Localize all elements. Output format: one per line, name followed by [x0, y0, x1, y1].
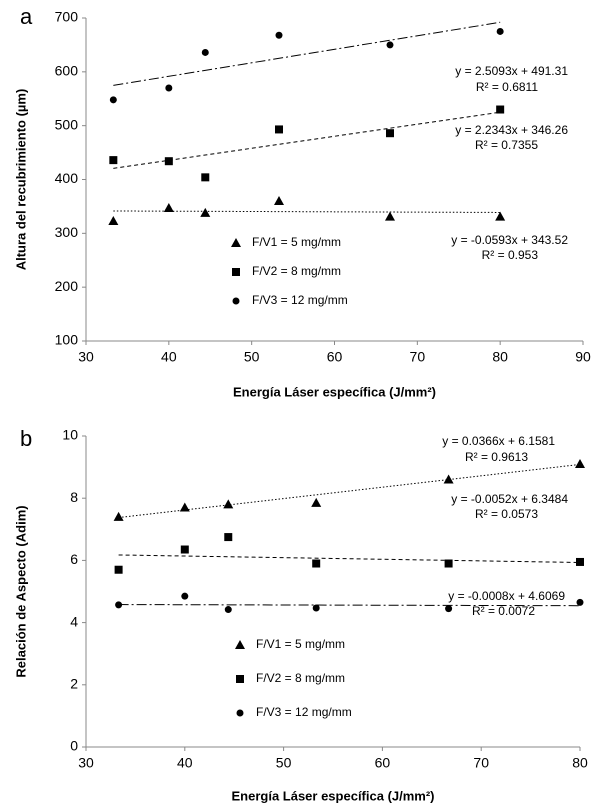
- y-tick-label: 4: [70, 613, 78, 629]
- x-tick-label: 30: [78, 755, 94, 771]
- x-tick-label: 90: [575, 349, 591, 365]
- data-point: [275, 31, 283, 39]
- legend-marker: [235, 640, 245, 649]
- data-point: [312, 604, 320, 612]
- data-point: [200, 207, 211, 217]
- data-point: [224, 533, 233, 542]
- x-tick-label: 70: [410, 349, 426, 365]
- data-point: [181, 592, 189, 600]
- legend-label: F/V1 = 5 mg/mm: [256, 637, 345, 651]
- legend-label: F/V3 = 12 mg/mm: [256, 705, 352, 719]
- x-tick-label: 60: [327, 349, 343, 365]
- trendline: [113, 210, 501, 213]
- y-tick-label: 100: [55, 332, 79, 348]
- y-tick-label: 300: [55, 224, 79, 240]
- data-point: [109, 96, 117, 104]
- data-point: [384, 211, 395, 221]
- x-axis-title: Energía Láser específica (J/mm²): [231, 788, 434, 803]
- legend-label: F/V1 = 5 mg/mm: [252, 235, 341, 249]
- data-point: [164, 157, 173, 166]
- trend-equation: y = 2.2343x + 346.26: [455, 123, 568, 137]
- trendline: [113, 111, 501, 169]
- trend-r-squared: R² = 0.953: [482, 248, 539, 262]
- data-point: [109, 156, 118, 165]
- panel-label: b: [20, 426, 32, 451]
- y-tick-label: 8: [70, 489, 78, 505]
- data-point: [275, 125, 284, 134]
- trend-equation: y = 0.0366x + 6.1581: [442, 434, 555, 448]
- y-axis-title: Altura del recubrimiento (µm): [13, 89, 28, 271]
- data-point: [224, 606, 232, 614]
- legend-marker: [236, 709, 244, 717]
- data-point: [386, 41, 394, 49]
- trendline: [113, 21, 501, 86]
- y-tick-label: 6: [70, 551, 78, 567]
- x-axis-title: Energía Láser específica (J/mm²): [233, 384, 436, 399]
- data-point: [108, 215, 119, 225]
- trend-equation: y = -0.0052x + 6.3484: [451, 492, 568, 506]
- x-tick-label: 40: [161, 349, 177, 365]
- y-tick-label: 600: [55, 63, 79, 79]
- data-point: [115, 601, 123, 609]
- x-tick-label: 50: [276, 755, 292, 771]
- data-point: [113, 511, 124, 521]
- legend-label: F/V2 = 8 mg/mm: [252, 264, 341, 278]
- data-point: [496, 27, 504, 35]
- legend-label: F/V2 = 8 mg/mm: [256, 671, 345, 685]
- data-point: [312, 559, 321, 568]
- trend-r-squared: R² = 0.7355: [475, 138, 538, 152]
- data-point: [385, 129, 394, 138]
- trend-r-squared: R² = 0.0072: [472, 604, 535, 618]
- x-tick-label: 70: [473, 755, 489, 771]
- x-tick-label: 30: [78, 349, 94, 365]
- data-point: [180, 545, 189, 554]
- x-tick-label: 60: [375, 755, 391, 771]
- x-tick-label: 50: [244, 349, 260, 365]
- y-tick-label: 700: [55, 9, 79, 25]
- y-tick-label: 0: [70, 738, 78, 754]
- data-point: [445, 605, 453, 613]
- x-tick-label: 80: [572, 755, 588, 771]
- y-tick-label: 500: [55, 116, 79, 132]
- trendline: [118, 604, 581, 607]
- data-point: [114, 565, 123, 574]
- trend-r-squared: R² = 0.6811: [476, 80, 538, 94]
- data-point: [575, 458, 585, 468]
- y-axis-title: Relación de Aspecto (Adim): [13, 505, 28, 677]
- data-point: [165, 84, 173, 92]
- trendline: [118, 554, 581, 564]
- y-tick-label: 400: [55, 170, 79, 186]
- trend-equation: y = 2.5093x + 491.31: [455, 64, 568, 78]
- data-point: [576, 557, 584, 566]
- legend-marker: [232, 268, 240, 276]
- y-tick-label: 2: [70, 676, 78, 692]
- legend-marker: [231, 238, 241, 247]
- data-point: [311, 497, 322, 507]
- data-point: [163, 203, 174, 213]
- y-tick-label: 10: [62, 427, 78, 443]
- x-tick-label: 40: [177, 755, 193, 771]
- trend-r-squared: R² = 0.0573: [475, 507, 538, 521]
- trend-equation: y = -0.0008x + 4.6069: [448, 589, 565, 603]
- x-tick-label: 80: [492, 349, 508, 365]
- trendline: [118, 463, 581, 519]
- data-point: [444, 559, 453, 568]
- trend-r-squared: R² = 0.9613: [465, 450, 528, 464]
- legend-label: F/V3 = 12 mg/mm: [252, 293, 348, 307]
- data-point: [179, 502, 190, 512]
- data-point: [495, 211, 506, 221]
- data-point: [201, 173, 210, 182]
- legend-marker: [236, 675, 244, 683]
- data-point: [576, 598, 584, 606]
- data-point: [201, 48, 209, 56]
- panel-label: a: [20, 4, 33, 29]
- y-tick-label: 200: [55, 278, 79, 294]
- data-point: [443, 474, 454, 484]
- trend-equation: y = -0.0593x + 343.52: [451, 233, 568, 247]
- data-point: [274, 196, 285, 206]
- legend-marker: [232, 297, 240, 305]
- data-point: [223, 499, 234, 509]
- data-point: [496, 105, 505, 114]
